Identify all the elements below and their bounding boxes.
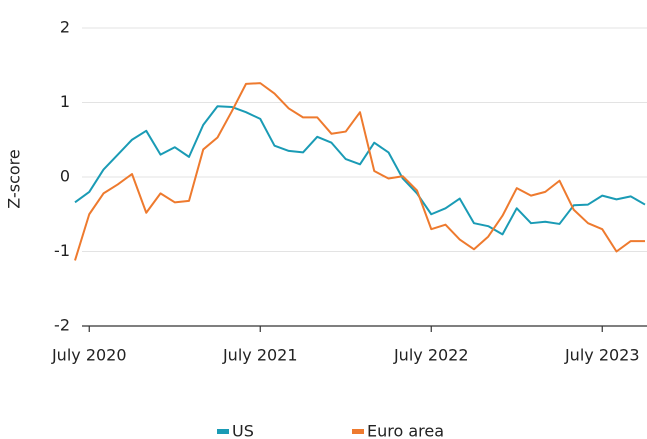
legend-item: Euro area [352,422,444,439]
y-tick-label: 2 [60,18,70,37]
x-tick-label: July 2023 [564,346,640,365]
series-line [74,105,646,236]
x-tick-label: July 2020 [51,346,127,365]
y-tick-label: 1 [60,92,70,111]
y-tick-label: -2 [54,316,70,335]
x-tick-label: July 2021 [222,346,298,365]
legend-swatch [217,429,229,434]
legend-swatch [352,429,364,434]
y-tick-label: -1 [54,241,70,260]
series-line [74,82,645,261]
legend-label: Euro area [367,422,444,439]
x-tick-label: July 2022 [393,346,469,365]
y-axis-label: Z-score [5,149,24,208]
y-tick-label: 0 [60,167,70,186]
legend-label: US [232,422,254,439]
legend-item: US [217,422,254,439]
